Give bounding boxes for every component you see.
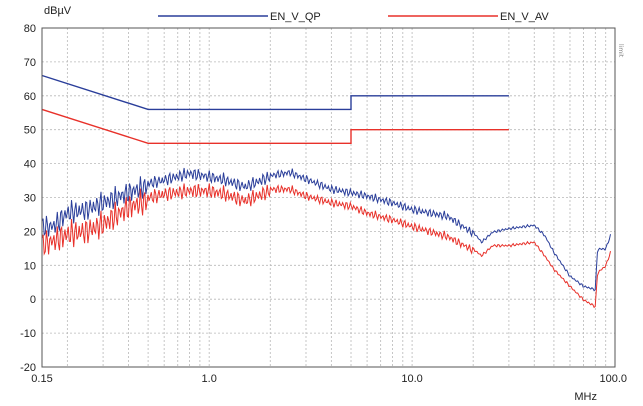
plot-frame [41, 27, 616, 368]
measurement-trace-av [41, 183, 611, 309]
y-tick-label: -20 [20, 362, 36, 374]
y-tick-label: 30 [24, 193, 36, 205]
x-tick-label: 10.0 [401, 373, 422, 385]
x-tick-label: 1.0 [202, 373, 217, 385]
measurement-trace-qp [41, 167, 611, 292]
side-note: limit [617, 44, 624, 58]
series-line-en-v-av [41, 108, 509, 144]
axes: -20 -10 0 10 20 30 40 50 60 70 80 0.15 1.0 10.0 100.0 [20, 23, 627, 385]
y-tick-label: 70 [24, 57, 36, 69]
y-tick-label: 50 [24, 125, 36, 137]
legend-label: EN_V_QP [270, 11, 321, 23]
y-tick-label: 60 [24, 91, 36, 103]
series-line-en-v-qp [41, 74, 509, 111]
x-tick-label: 100.0 [599, 373, 627, 385]
y-tick-label: -10 [20, 328, 36, 340]
y-tick-label: 80 [24, 23, 36, 35]
x-tick-label: 0.15 [31, 373, 52, 385]
y-tick-label: 10 [24, 260, 36, 272]
y-axis-unit: dBµV [44, 5, 72, 17]
x-axis-unit: MHz [574, 391, 597, 403]
y-tick-label: 20 [24, 226, 36, 238]
legend-label: EN_V_AV [500, 11, 549, 23]
grid [41, 27, 615, 368]
y-tick-label: 0 [30, 294, 36, 306]
series-layer [41, 74, 611, 309]
y-tick-label: 40 [24, 159, 36, 171]
legend: EN_V_QP EN_V_AV [158, 11, 549, 23]
